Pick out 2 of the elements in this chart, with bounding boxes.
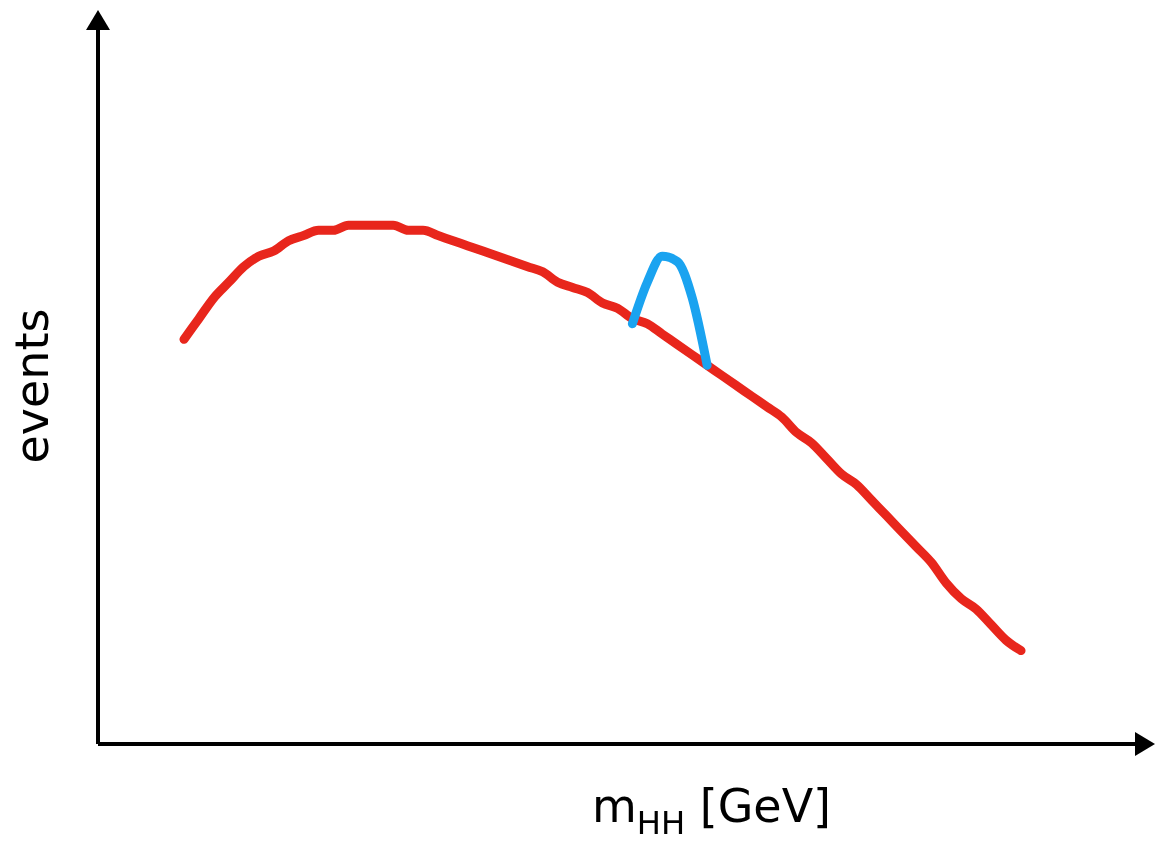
y-axis-title: events [5, 308, 59, 464]
x-axis-title: m$_{HH}$ [GeV] [591, 779, 832, 842]
